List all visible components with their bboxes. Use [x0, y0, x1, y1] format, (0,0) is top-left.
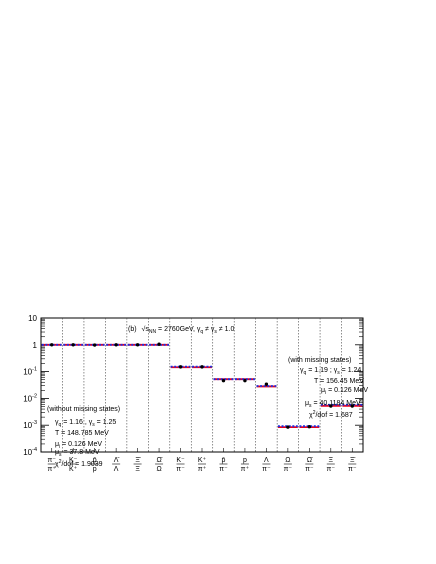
- y-tick-label: 10-3: [23, 420, 37, 430]
- x-tick-label-numerator: p̄: [93, 457, 97, 464]
- x-tick-label-numerator: Ω̄: [307, 457, 313, 464]
- x-tick-label-numerator: Λ̄: [114, 457, 120, 464]
- x-tick-label-numerator: K⁺: [198, 457, 207, 464]
- x-tick-label-denominator: π⁺: [198, 466, 207, 473]
- x-tick-label-denominator: p: [93, 466, 97, 473]
- annotation-with-missing-states: (with missing states) γq = 1.19 ; γs = 1…: [288, 357, 368, 419]
- data-point: [350, 404, 354, 408]
- y-tick-label: 1: [33, 341, 38, 350]
- data-point: [221, 378, 226, 383]
- data-point: [264, 382, 269, 386]
- x-tick-label-numerator: K⁻: [69, 457, 78, 464]
- data-point: [178, 365, 183, 369]
- x-tick-label-numerator: Ω̄: [156, 457, 162, 464]
- x-tick-label-denominator: π⁻: [305, 466, 314, 473]
- data-point: [243, 378, 247, 383]
- y-tick-label: 10-4: [23, 447, 37, 457]
- with-header: (with missing states): [288, 357, 351, 364]
- data-point: [50, 343, 54, 347]
- x-tick-label-numerator: Ξ̄: [350, 457, 356, 464]
- with-temperature: T = 156.45 MeV: [314, 378, 364, 385]
- x-tick-label-numerator: Ξ̄: [135, 457, 141, 464]
- y-axis: 10-4 10-3 10-2 10-1 1 10: [23, 314, 363, 457]
- data-point: [71, 343, 75, 347]
- annotation-without-missing-states: (without missing states) γq = 1.16 , γs …: [47, 406, 120, 468]
- x-tick-label-denominator: π⁻: [262, 466, 271, 473]
- without-chi2: χ2/dof = 1.9039: [55, 459, 103, 468]
- x-tick-label-denominator: Ξ: [135, 466, 140, 473]
- x-tick-label-numerator: K⁻: [176, 457, 185, 464]
- with-mu-s: μs = 40.1184 MeV: [305, 400, 361, 409]
- data-point: [329, 404, 333, 408]
- x-tick-label-denominator: K⁺: [69, 466, 78, 473]
- with-gamma: γq = 1.19 ; γs = 1.24: [300, 367, 361, 376]
- data-point: [286, 425, 290, 429]
- x-tick-label-denominator: π⁻: [327, 466, 336, 473]
- data-point: [92, 343, 97, 347]
- without-gamma: γq = 1.16 , γs = 1.25: [55, 419, 116, 428]
- without-temperature: T = 148.785 MeV: [55, 430, 109, 437]
- with-chi2: χ2/dof = 1.687: [309, 410, 353, 419]
- data-point: [135, 343, 140, 347]
- without-mu-s: μs = 37.8 MeV: [55, 449, 100, 458]
- data-point: [307, 424, 312, 429]
- x-tick-label-denominator: π⁻: [219, 466, 228, 473]
- with-mu-i: μi = 0.126 MeV: [321, 387, 368, 396]
- without-header: (without missing states): [47, 406, 120, 413]
- x-tick-label-denominator: π⁻: [284, 466, 293, 473]
- data-point: [200, 365, 204, 369]
- without-mu-i: μi = 0.126 MeV: [55, 441, 102, 450]
- data-point: [114, 343, 118, 347]
- x-tick-label-denominator: Λ: [114, 466, 119, 473]
- x-tick-label-numerator: π⁻: [47, 457, 56, 464]
- y-tick-label: 10-1: [23, 367, 37, 377]
- x-tick-label-denominator: π⁺: [241, 466, 250, 473]
- x-tick-label-numerator: Ξ: [329, 457, 334, 464]
- x-tick-label-numerator: Ω: [285, 457, 290, 464]
- x-tick-label-numerator: Λ: [264, 457, 269, 464]
- data-point: [157, 342, 161, 346]
- x-tick-label-denominator: π⁻: [176, 466, 185, 473]
- x-tick-label-denominator: π⁺: [47, 466, 56, 473]
- x-tick-label-numerator: p̄: [222, 457, 226, 464]
- x-tick-label-numerator: p: [243, 457, 247, 464]
- x-tick-label-denominator: Ω: [156, 466, 161, 473]
- chart-title: (b) √sNN = 2760GeV, γq ≠ γs ≠ 1.0: [128, 325, 234, 335]
- x-tick-label-denominator: π⁻: [348, 466, 357, 473]
- data-marks: [41, 342, 363, 429]
- y-tick-label: 10-2: [23, 393, 37, 403]
- y-tick-label: 10: [28, 314, 37, 323]
- x-axis: π⁻ π⁺ K⁻ K⁺ p̄ p Λ̄ Λ Ξ̄ Ξ Ω̄ Ω K⁻ π⁻ K⁺ π⁺ p̄ π⁻ p π⁺ Λπ⁻ Ωπ…: [47, 448, 357, 473]
- category-gridlines: [62, 318, 342, 452]
